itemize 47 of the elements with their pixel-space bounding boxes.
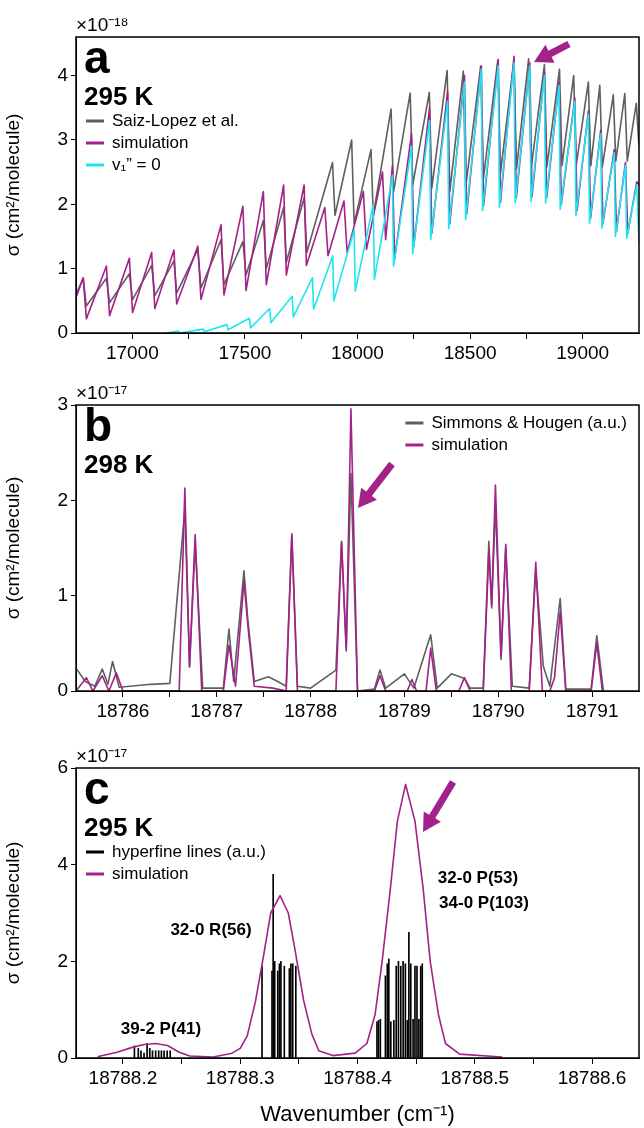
x-tick-label: 18788.4 <box>323 1066 393 1088</box>
x-tick-label: 18788.2 <box>88 1066 158 1088</box>
y-tick-label: 2 <box>57 192 68 214</box>
y-tick-label: 0 <box>57 321 68 343</box>
legend-label: simulation <box>431 434 508 454</box>
x-tick-label: 18790 <box>471 699 525 721</box>
annotation: 295 K <box>84 81 154 111</box>
x-tick-label: 18500 <box>443 341 497 363</box>
y-tick-label: 3 <box>57 128 68 150</box>
annotation: 34-0 P(103) <box>439 892 529 912</box>
x-tick-label: 18788.3 <box>205 1066 275 1088</box>
x-tick-label: 19000 <box>556 341 610 363</box>
y-tick-label: 3 <box>57 393 68 415</box>
annotation: 295 K <box>84 812 154 842</box>
y-axis-title: σ (cm²/molecule) <box>1 113 23 257</box>
y-tick-label: 0 <box>57 679 68 701</box>
x-tick-label: 18787 <box>190 699 244 721</box>
y-tick-label: 0 <box>57 1046 68 1068</box>
legend-label: simulation <box>112 863 189 883</box>
y-tick-label: 1 <box>57 256 68 278</box>
y-tick-label: 2 <box>57 488 68 510</box>
y-axis-title: σ (cm²/molecule) <box>1 841 23 985</box>
x-tick-label: 18789 <box>377 699 431 721</box>
legend-label: hyperfine lines (a.u.) <box>112 841 267 861</box>
x-tick-label: 18000 <box>331 341 384 363</box>
x-tick-label: 18786 <box>96 699 150 721</box>
annotation: 298 K <box>84 449 154 479</box>
y-tick-label: 1 <box>57 583 68 605</box>
y-tick-label: 2 <box>57 949 68 971</box>
y-tick-label: 4 <box>57 852 69 874</box>
legend-label: v₁” = 0 <box>112 154 161 174</box>
y-axis-title: σ (cm²/molecule) <box>1 476 23 620</box>
annotation: 32-0 P(53) <box>437 867 519 887</box>
x-tick-label: 17000 <box>105 341 159 363</box>
x-tick-label: 18788.6 <box>557 1066 627 1088</box>
legend-label: simulation <box>112 132 189 152</box>
x-tick-label: 17500 <box>218 341 272 363</box>
y-tick-label: 4 <box>57 63 69 85</box>
annotation: 32-0 R(56) <box>170 919 252 939</box>
y-tick-label: 6 <box>57 756 68 778</box>
legend-label: Simmons & Hougen (a.u.) <box>431 412 628 432</box>
x-tick-label: 18788.5 <box>440 1066 510 1088</box>
x-axis-title: Wavenumber (cm⁻¹) <box>260 1100 455 1126</box>
x-tick-label: 18788 <box>284 699 338 721</box>
x-tick-label: 18791 <box>565 699 619 721</box>
annotation: 39-2 P(41) <box>120 1018 202 1038</box>
legend-label: Saiz-Lopez et al. <box>112 110 239 130</box>
